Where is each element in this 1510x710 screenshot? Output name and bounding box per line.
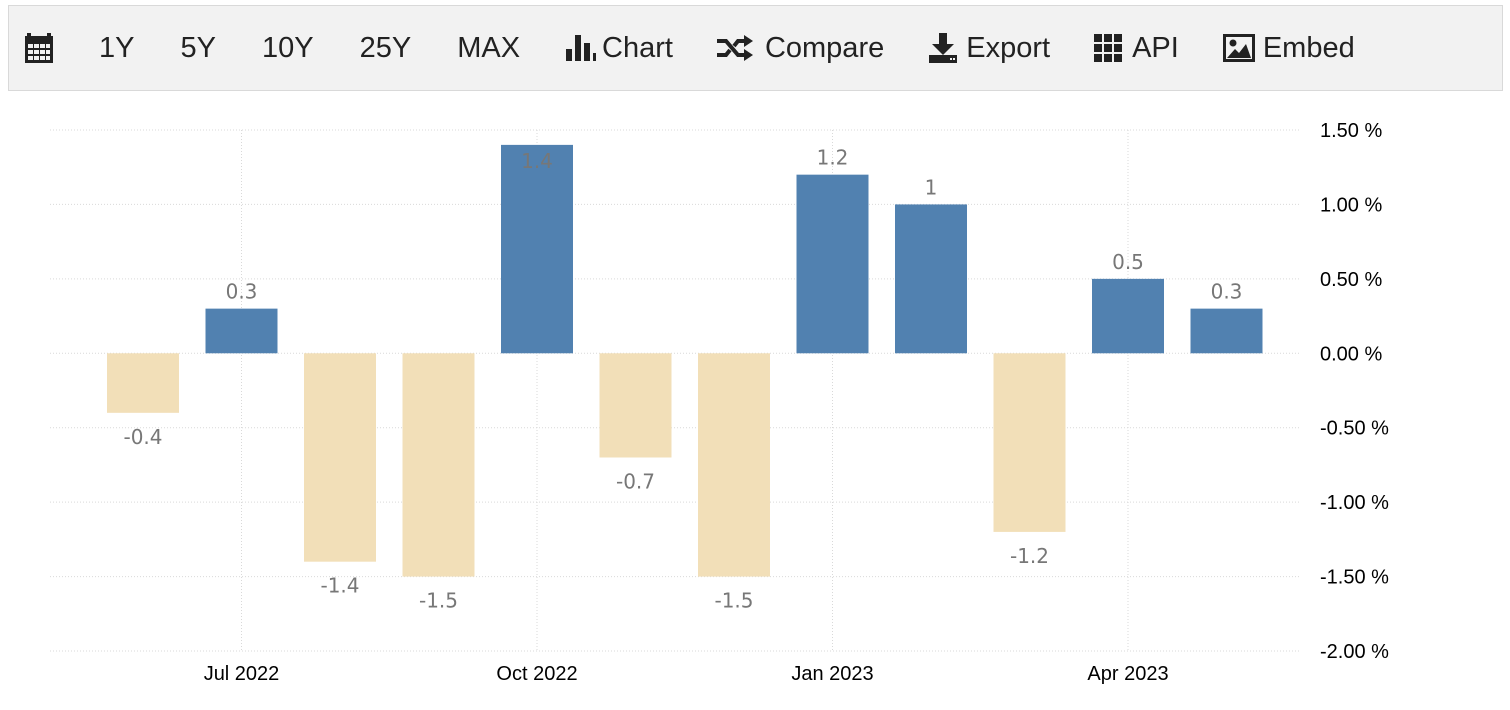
export-button-label: Export (966, 32, 1051, 64)
data-label: 0.3 (226, 280, 258, 304)
bar (107, 353, 179, 413)
data-label: 1 (925, 175, 938, 199)
data-label: 1.4 (521, 149, 553, 173)
bar (796, 174, 869, 354)
bar (304, 353, 376, 562)
calendar-icon[interactable] (25, 33, 53, 63)
range-max-button[interactable]: MAX (457, 32, 521, 64)
x-tick-label: Jan 2023 (791, 663, 873, 685)
api-button-label: API (1132, 32, 1179, 64)
chart-button[interactable]: Chart (566, 33, 673, 63)
y-tick-label: -1.00 % (1320, 492, 1389, 514)
data-label: -1.4 (320, 574, 359, 598)
y-tick-label: -2.00 % (1320, 641, 1389, 663)
export-button[interactable]: Export (928, 33, 1050, 63)
bar (895, 204, 967, 354)
bar (501, 144, 573, 354)
api-button[interactable]: API (1094, 33, 1179, 63)
range-10y-button[interactable]: 10Y (261, 32, 314, 64)
compare-button-label: Compare (764, 32, 885, 64)
data-label: 1.2 (817, 146, 849, 170)
y-tick-label: -1.50 % (1320, 567, 1389, 589)
bar-chart-icon (566, 35, 597, 61)
image-icon (1222, 34, 1255, 62)
bar (1190, 308, 1263, 354)
range-1y-button[interactable]: 1Y (99, 32, 135, 64)
x-tick-label: Jul 2022 (204, 663, 280, 685)
bar (402, 353, 475, 577)
y-tick-label: -0.50 % (1320, 418, 1389, 440)
y-tick-label: 0.50 % (1320, 269, 1382, 291)
bar (599, 353, 672, 458)
range-5y-button[interactable]: 5Y (180, 32, 216, 64)
chart-toolbar: 1Y 5Y 10Y 25Y MAX Chart Compare (8, 5, 1503, 91)
embed-button[interactable]: Embed (1222, 32, 1355, 64)
shuffle-icon (716, 35, 753, 61)
data-label: -1.2 (1010, 544, 1049, 568)
bar (698, 353, 770, 577)
data-label: 0.3 (1211, 280, 1243, 304)
bar (993, 353, 1066, 532)
y-tick-label: 1.00 % (1320, 194, 1382, 216)
range-25y-button[interactable]: 25Y (359, 32, 412, 64)
y-tick-label: 1.50 % (1320, 120, 1382, 142)
chart-button-label: Chart (602, 32, 673, 64)
x-tick-label: Apr 2023 (1087, 663, 1168, 685)
embed-button-label: Embed (1262, 32, 1355, 64)
bar (1092, 278, 1164, 354)
x-tick-label: Oct 2022 (496, 663, 577, 685)
download-icon (928, 33, 958, 63)
data-label: -1.5 (419, 589, 458, 613)
bar (205, 308, 278, 354)
data-label: -0.4 (123, 425, 162, 449)
data-label: -1.5 (714, 589, 753, 613)
y-tick-label: 0.00 % (1320, 343, 1382, 365)
data-label: 0.5 (1112, 250, 1144, 274)
data-label: -0.7 (616, 469, 655, 493)
grid-icon (1094, 34, 1123, 62)
compare-button[interactable]: Compare (716, 32, 885, 64)
